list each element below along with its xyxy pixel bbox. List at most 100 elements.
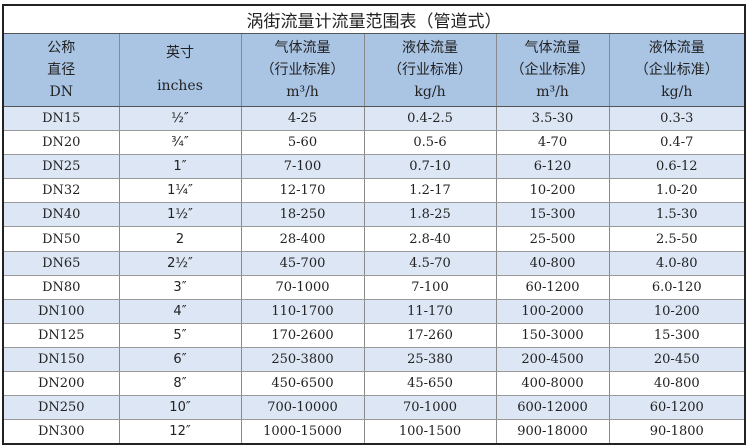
cell-inches: 6″ [118,347,242,373]
cell-inches: 1½″ [118,202,242,228]
cell-liquid-industry: 1.8-25 [363,202,497,228]
cell-liquid-enterprise: 0.6-12 [608,154,746,180]
header-gas-industry: 气体流量 （行业标准） m³/h [240,33,365,107]
cell-gas-enterprise: 60-1200 [495,275,610,300]
header-line: kg/h [414,84,446,100]
cell-inches: ½″ [118,106,242,132]
header-line: kg/h [661,84,693,100]
cell-dn: DN250 [2,395,120,421]
cell-dn: DN80 [2,275,120,300]
table-row: DN32 1¼″ 12-170 1.2-17 10-200 1.0-20 [2,178,746,204]
cell-gas-enterprise: 3.5-30 [495,106,610,132]
cell-inches: 1″ [118,154,242,180]
header-inches: 英寸 inches [118,33,242,107]
header-line: （企业标准） [634,62,719,78]
cell-gas-industry: 12-170 [240,178,365,204]
cell-inches: 10″ [118,395,242,421]
cell-liquid-industry: 7-100 [363,275,497,300]
cell-inches: 5″ [118,323,242,348]
cell-inches: 12″ [118,419,242,445]
cell-inches: 3″ [118,275,242,300]
cell-gas-industry: 4-25 [240,106,365,132]
cell-liquid-industry: 2.8-40 [363,226,497,252]
header-gas-enterprise: 气体流量 （企业标准） m³/h [495,33,610,107]
header-line: （企业标准） [510,62,595,78]
cell-inches: 8″ [118,371,242,397]
table-row: DN20 ¾″ 5-60 0.5-6 4-70 0.4-7 [2,130,746,156]
cell-liquid-enterprise: 4.0-80 [608,251,746,276]
cell-liquid-enterprise: 60-1200 [608,395,746,421]
cell-liquid-industry: 1.2-17 [363,178,497,204]
cell-dn: DN65 [2,251,120,276]
cell-dn: DN15 [2,106,120,132]
cell-liquid-enterprise: 10-200 [608,299,746,324]
table-row: DN250 10″ 700-10000 70-1000 600-12000 60-1200 [2,395,746,421]
header-line: 液体流量 [648,40,705,56]
cell-dn: DN100 [2,299,120,324]
cell-liquid-industry: 0.7-10 [363,154,497,180]
cell-gas-industry: 110-1700 [240,299,365,324]
table-row: DN15 ½″ 4-25 0.4-2.5 3.5-30 0.3-3 [2,106,746,132]
header-line: m³/h [536,84,569,100]
cell-gas-industry: 1000-15000 [240,419,365,445]
table-row: DN200 8″ 450-6500 45-650 400-8000 40-800 [2,371,746,397]
table-row: DN50 2 28-400 2.8-40 25-500 2.5-50 [2,226,746,252]
cell-liquid-enterprise: 2.5-50 [608,226,746,252]
cell-gas-enterprise: 150-3000 [495,323,610,348]
cell-liquid-enterprise: 1.5-30 [608,202,746,228]
cell-inches: ¾″ [118,130,242,156]
cell-dn: DN200 [2,371,120,397]
header-line: m³/h [286,84,319,100]
cell-gas-enterprise: 100-2000 [495,299,610,324]
header-row: 公称 直径 DN 英寸 inches 气体流量 （行业标准） m³/h 液体流量 （行业标准） kg… [2,33,746,107]
cell-liquid-industry: 25-380 [363,347,497,373]
table-row: DN300 12″ 1000-15000 100-1500 900-18000 90-18… [2,419,746,445]
cell-gas-enterprise: 400-8000 [495,371,610,397]
table-title: 涡街流量计流量范围表（管道式） [2,5,746,34]
cell-liquid-enterprise: 0.4-7 [608,130,746,156]
table-row: DN25 1″ 7-100 0.7-10 6-120 0.6-12 [2,154,746,180]
header-line: DN [49,84,73,100]
table-row: DN150 6″ 250-3800 25-380 200-4500 20-450 [2,347,746,373]
cell-dn: DN40 [2,202,120,228]
cell-inches: 2½″ [118,251,242,276]
cell-gas-enterprise: 6-120 [495,154,610,180]
cell-liquid-enterprise: 40-800 [608,371,746,397]
cell-liquid-industry: 4.5-70 [363,251,497,276]
cell-gas-industry: 250-3800 [240,347,365,373]
cell-gas-industry: 5-60 [240,130,365,156]
header-liquid-industry: 液体流量 （行业标准） kg/h [363,33,497,107]
header-liquid-enterprise: 液体流量 （企业标准） kg/h [608,33,746,107]
cell-liquid-industry: 45-650 [363,371,497,397]
header-line: 英寸 [166,45,194,61]
header-line: 公称 [47,40,76,56]
cell-liquid-industry: 0.4-2.5 [363,106,497,132]
cell-gas-industry: 450-6500 [240,371,365,397]
cell-liquid-enterprise: 90-1800 [608,419,746,445]
header-dn: 公称 直径 DN [2,33,120,107]
table-row: DN125 5″ 170-2600 17-260 150-3000 15-300 [2,323,746,348]
header-line: （行业标准） [260,62,345,78]
header-line: 气体流量 [524,40,581,56]
cell-inches: 4″ [118,299,242,324]
cell-gas-industry: 28-400 [240,226,365,252]
table-row: DN40 1½″ 18-250 1.8-25 15-300 1.5-30 [2,202,746,228]
table-row: DN65 2½″ 45-700 4.5-70 40-800 4.0-80 [2,251,746,276]
cell-gas-industry: 170-2600 [240,323,365,348]
cell-gas-enterprise: 200-4500 [495,347,610,373]
cell-gas-enterprise: 40-800 [495,251,610,276]
cell-liquid-industry: 100-1500 [363,419,497,445]
cell-liquid-enterprise: 20-450 [608,347,746,373]
cell-gas-industry: 700-10000 [240,395,365,421]
cell-dn: DN20 [2,130,120,156]
cell-liquid-enterprise: 6.0-120 [608,275,746,300]
cell-gas-industry: 70-1000 [240,275,365,300]
cell-dn: DN125 [2,323,120,348]
cell-liquid-enterprise: 15-300 [608,323,746,348]
cell-liquid-industry: 0.5-6 [363,130,497,156]
cell-gas-enterprise: 900-18000 [495,419,610,445]
cell-gas-enterprise: 25-500 [495,226,610,252]
cell-liquid-industry: 17-260 [363,323,497,348]
cell-gas-enterprise: 10-200 [495,178,610,204]
cell-dn: DN150 [2,347,120,373]
